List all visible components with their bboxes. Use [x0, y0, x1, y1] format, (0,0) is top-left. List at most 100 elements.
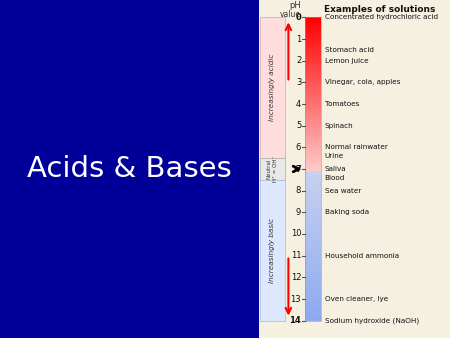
Bar [305, 110, 321, 111]
Bar [305, 90, 321, 92]
Text: 8: 8 [296, 186, 301, 195]
Bar [305, 245, 321, 246]
Bar [305, 286, 321, 287]
Text: Normal rainwater: Normal rainwater [325, 144, 387, 150]
Bar [305, 181, 321, 183]
Bar [305, 298, 321, 299]
Bar [305, 117, 321, 119]
Bar [305, 195, 321, 196]
Bar [305, 125, 321, 126]
Bar [305, 52, 321, 54]
Bar [305, 295, 321, 296]
Bar [305, 209, 321, 210]
Bar [305, 262, 321, 263]
Text: 14: 14 [289, 316, 301, 325]
Bar [305, 151, 321, 152]
Bar [305, 123, 321, 125]
Bar [305, 152, 321, 154]
Bar [305, 54, 321, 55]
Bar [305, 265, 321, 266]
Bar [305, 269, 321, 271]
Bar [305, 48, 321, 49]
Text: Tomatoes: Tomatoes [325, 101, 359, 107]
Text: Spinach: Spinach [325, 123, 353, 129]
Bar [305, 40, 321, 42]
Bar [305, 204, 321, 206]
Bar [305, 315, 321, 316]
Bar [305, 216, 321, 218]
Bar [305, 304, 321, 306]
Bar [305, 155, 321, 157]
Bar [305, 240, 321, 242]
Text: value: value [280, 9, 301, 19]
Bar [305, 190, 321, 192]
Bar [305, 179, 321, 181]
Bar [305, 93, 321, 95]
Bar [305, 86, 321, 87]
Bar [305, 313, 321, 315]
Text: 3: 3 [296, 78, 301, 87]
Bar [305, 184, 321, 186]
Bar [305, 296, 321, 298]
Bar [305, 154, 321, 155]
Bar [305, 228, 321, 230]
Bar [305, 309, 321, 310]
Bar [305, 242, 321, 243]
Bar [305, 170, 321, 172]
Bar [305, 142, 321, 143]
Bar [305, 105, 321, 107]
Bar [305, 290, 321, 292]
Text: 4: 4 [296, 99, 301, 108]
Bar [305, 145, 321, 146]
Text: 5: 5 [296, 121, 301, 130]
Bar [305, 120, 321, 122]
Bar [305, 207, 321, 209]
Bar [305, 225, 321, 227]
Bar [305, 230, 321, 231]
Bar [305, 60, 321, 61]
Bar [305, 26, 321, 28]
Bar [305, 259, 321, 260]
Bar [305, 198, 321, 199]
Bar [305, 187, 321, 189]
Bar [305, 34, 321, 35]
Text: 11: 11 [291, 251, 301, 260]
Bar [305, 126, 321, 128]
Bar [305, 222, 321, 224]
Bar [305, 87, 321, 89]
Bar [305, 114, 321, 116]
Bar [305, 67, 321, 69]
Bar [305, 104, 321, 105]
Bar [305, 92, 321, 93]
Bar [305, 45, 321, 46]
Bar [305, 43, 321, 45]
Bar [305, 146, 321, 148]
Bar [305, 149, 321, 151]
Bar [305, 37, 321, 39]
Bar [305, 292, 321, 293]
Bar [305, 277, 321, 278]
Bar [305, 70, 321, 72]
Text: Examples of solutions: Examples of solutions [324, 5, 435, 14]
Bar [305, 131, 321, 132]
Bar [305, 140, 321, 142]
Bar [305, 128, 321, 129]
Text: 10: 10 [291, 230, 301, 239]
Bar [305, 201, 321, 202]
Bar [305, 249, 321, 251]
Bar [305, 280, 321, 281]
Bar [305, 111, 321, 113]
Bar [305, 234, 321, 236]
Bar [305, 233, 321, 234]
Text: Increasingly acidic: Increasingly acidic [269, 54, 275, 121]
Bar [305, 236, 321, 237]
Text: Blood: Blood [325, 175, 345, 181]
Bar [305, 266, 321, 268]
Bar [305, 248, 321, 249]
Text: Household ammonia: Household ammonia [325, 253, 399, 259]
Bar [260, 158, 284, 180]
Bar [305, 268, 321, 269]
Bar [305, 99, 321, 101]
Text: Sodium hydroxide (NaOH): Sodium hydroxide (NaOH) [325, 317, 419, 324]
Text: Stomach acid: Stomach acid [325, 47, 374, 53]
